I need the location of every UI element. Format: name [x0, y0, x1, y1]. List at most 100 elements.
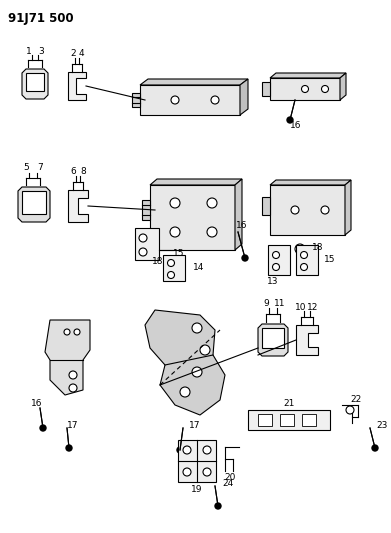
Bar [262, 197, 270, 215]
Text: 7: 7 [37, 164, 43, 173]
Polygon shape [340, 73, 346, 100]
Bar [142, 200, 150, 220]
Bar [163, 255, 185, 281]
Text: 10: 10 [295, 303, 307, 311]
Circle shape [139, 248, 147, 256]
Circle shape [372, 445, 378, 451]
Circle shape [203, 468, 211, 476]
Circle shape [301, 252, 307, 259]
Circle shape [74, 329, 80, 335]
Circle shape [167, 271, 174, 279]
Circle shape [301, 263, 307, 271]
Circle shape [207, 198, 217, 208]
Circle shape [192, 323, 202, 333]
Text: 17: 17 [67, 422, 79, 431]
Text: 18: 18 [152, 257, 164, 266]
Circle shape [215, 503, 221, 509]
Bar [140, 85, 240, 115]
Polygon shape [68, 72, 86, 100]
Text: 21: 21 [283, 400, 295, 408]
Circle shape [164, 256, 176, 268]
Circle shape [207, 227, 217, 237]
Circle shape [183, 446, 191, 454]
Polygon shape [235, 179, 242, 250]
Text: 22: 22 [350, 394, 362, 403]
Circle shape [273, 252, 280, 259]
Bar [258, 414, 272, 426]
Polygon shape [22, 69, 48, 99]
Text: 5: 5 [23, 164, 29, 173]
Text: 15: 15 [173, 249, 185, 259]
Circle shape [295, 244, 305, 254]
Text: 17: 17 [189, 421, 201, 430]
Bar [150, 185, 235, 250]
Text: 19: 19 [191, 486, 203, 495]
Text: 16: 16 [290, 122, 302, 131]
Circle shape [192, 367, 202, 377]
Bar [268, 245, 290, 275]
Polygon shape [345, 180, 351, 235]
Circle shape [167, 260, 174, 266]
Circle shape [170, 227, 180, 237]
Circle shape [170, 198, 180, 208]
Text: 14: 14 [193, 263, 204, 272]
Circle shape [183, 468, 191, 476]
Text: 11: 11 [274, 300, 286, 309]
Bar [296, 245, 318, 275]
Text: 8: 8 [80, 167, 86, 176]
Text: 6: 6 [70, 167, 76, 176]
Bar [302, 414, 316, 426]
Circle shape [177, 447, 183, 453]
Circle shape [180, 387, 190, 397]
Circle shape [200, 345, 210, 355]
Text: 12: 12 [307, 303, 319, 311]
Polygon shape [145, 310, 225, 415]
Text: 2: 2 [70, 50, 76, 59]
Circle shape [203, 446, 211, 454]
Polygon shape [150, 179, 242, 185]
Text: 23: 23 [376, 421, 387, 430]
Polygon shape [140, 79, 248, 85]
Polygon shape [26, 73, 44, 91]
Circle shape [298, 247, 302, 251]
Circle shape [66, 445, 72, 451]
Circle shape [321, 85, 328, 93]
Text: 16: 16 [236, 222, 248, 230]
Circle shape [211, 96, 219, 104]
Polygon shape [270, 180, 351, 185]
Bar [270, 78, 340, 100]
Text: 9: 9 [263, 300, 269, 309]
Text: 16: 16 [31, 400, 43, 408]
Bar [248, 410, 330, 430]
Polygon shape [68, 190, 88, 222]
Text: 13: 13 [267, 277, 279, 286]
Text: 4: 4 [78, 50, 84, 59]
Circle shape [346, 406, 354, 414]
Text: 24: 24 [222, 480, 233, 489]
Text: 20: 20 [224, 472, 236, 481]
Polygon shape [240, 79, 248, 115]
Circle shape [139, 234, 147, 242]
Circle shape [64, 329, 70, 335]
Polygon shape [258, 324, 288, 356]
Circle shape [69, 384, 77, 392]
Circle shape [291, 206, 299, 214]
Circle shape [171, 96, 179, 104]
Circle shape [40, 425, 46, 431]
Circle shape [69, 371, 77, 379]
Polygon shape [45, 320, 90, 395]
Circle shape [168, 260, 172, 264]
Bar [262, 82, 270, 96]
Circle shape [287, 117, 293, 123]
Text: 18: 18 [312, 243, 323, 252]
Bar [178, 440, 216, 482]
Polygon shape [270, 73, 346, 78]
Circle shape [242, 255, 248, 261]
Text: 3: 3 [38, 46, 44, 55]
Bar [132, 93, 140, 107]
Circle shape [301, 85, 308, 93]
Polygon shape [18, 187, 50, 222]
Circle shape [273, 263, 280, 271]
Polygon shape [262, 328, 284, 348]
Text: 1: 1 [26, 46, 32, 55]
